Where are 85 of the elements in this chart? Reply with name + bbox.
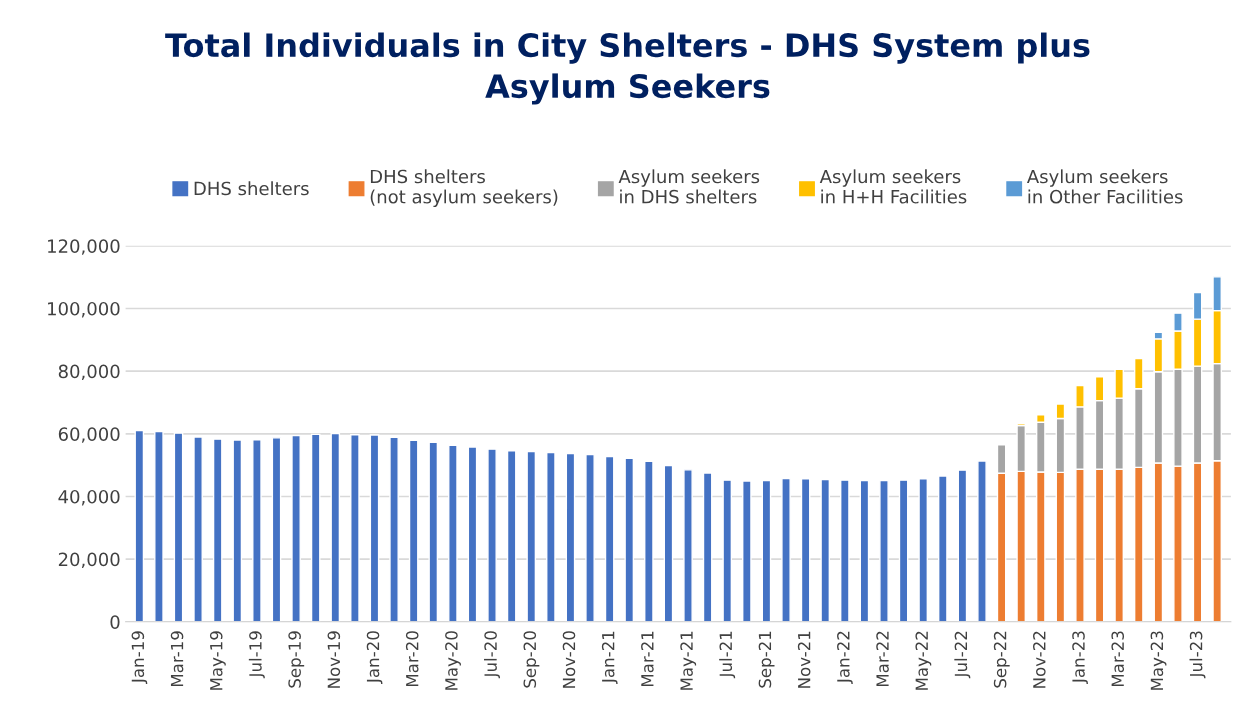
bar [369,434,380,622]
bar [487,448,497,622]
x-tick-label: Jan-19 [131,631,148,684]
bar [859,479,870,622]
x-tick-label: Mar-23 [1111,631,1125,687]
x-tick-label: May-21 [680,631,697,690]
bar [428,441,439,622]
bar [310,433,321,622]
x-tick-label: May-22 [915,631,932,690]
bar [957,469,968,622]
bar [467,446,478,622]
x-tick-label: Jan-23 [1072,631,1088,684]
bar [644,460,654,622]
bar [565,452,576,622]
bar [448,444,458,622]
bar [820,478,831,622]
bar [624,457,635,622]
bar [546,451,556,622]
y-tick-label: 100,000 [48,301,120,318]
bar [663,464,674,622]
bar [173,432,184,622]
legend-label: DHS shelters (not asylum seekers) [370,169,558,208]
bar [898,479,909,622]
x-tick-label: Jan-21 [601,631,618,684]
x-tick-label: Sep-20 [523,631,540,688]
bar [526,450,537,622]
bar [879,479,889,622]
bar [271,437,282,622]
bar [604,455,615,622]
legend-label: Asylum seekers in DHS shelters [618,169,760,204]
x-tick-label: May-19 [209,631,226,690]
bar [977,460,987,622]
bar [702,472,713,622]
legend-label: Asylum seekers in H+H Facilities [819,169,967,204]
bar [840,479,850,622]
x-tick-label: Sep-21 [758,631,775,688]
bar [781,477,791,622]
chart-title: Total Individuals in City Shelters - DHS System plus Asylum Seekers [165,32,1090,105]
legend-label: DHS shelters [194,181,309,196]
x-tick-label: Jul-23 [1189,631,1206,679]
x-tick-label: Jul-19 [248,631,265,679]
x-tick-label: Nov-22 [1033,631,1046,688]
bar [193,436,203,622]
bar [800,478,811,622]
bar [506,450,517,622]
y-tick-label: 0 [110,615,120,629]
bar [742,480,752,622]
bar [683,469,693,622]
x-tick-label: Jul-21 [719,631,736,679]
y-tick-label: 20,000 [58,552,120,569]
y-tick-label: 80,000 [58,364,120,381]
bar [389,436,399,622]
bar [918,478,929,622]
bar [291,434,301,622]
bar [722,479,733,622]
bar [212,438,223,622]
x-tick-label: Nov-20 [562,631,576,688]
bar [350,434,360,622]
bar [761,479,772,622]
x-tick-label: Nov-19 [327,631,341,688]
bar [408,439,419,622]
x-tick-label: Mar-20 [405,631,419,687]
x-tick-label: Jan-20 [366,631,383,684]
x-tick-label: Nov-21 [797,631,811,688]
bar [154,430,164,622]
x-tick-label: Mar-22 [876,631,889,687]
bar [252,439,262,622]
x-tick-label: May-20 [445,631,461,690]
x-tick-label: Mar-21 [641,631,654,687]
x-tick-label: Sep-22 [993,631,1010,688]
y-tick-label: 60,000 [58,427,120,443]
x-tick-label: Sep-19 [288,631,305,688]
y-tick-label: 40,000 [58,489,120,506]
bar [937,475,948,622]
x-tick-label: Jul-20 [484,631,500,679]
bar [585,453,595,622]
x-tick-label: Mar-19 [170,631,184,687]
bar [330,432,341,622]
x-tick-label: May-23 [1150,631,1167,690]
x-tick-label: Jan-22 [837,631,853,684]
y-tick-label: 120,000 [48,239,120,255]
legend-label: Asylum seekers in Other Facilities [1026,169,1183,204]
x-tick-label: Jul-22 [954,631,971,679]
bar [134,429,145,622]
bar [232,439,243,622]
